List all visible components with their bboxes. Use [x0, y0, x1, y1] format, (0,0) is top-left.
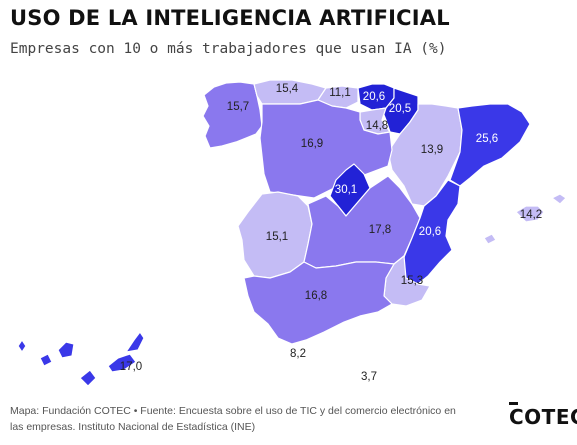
region-baleares-ibiza	[483, 233, 497, 245]
label-navarra: 20,5	[389, 103, 411, 115]
label-castilla-la-mancha: 17,8	[369, 224, 391, 236]
spain-choropleth-map: 15,7 15,4 11,1 20,6 20,5 14,8 13,9 25,6 …	[17, 79, 567, 387]
region-canarias-1	[17, 339, 27, 353]
region-andalucia	[243, 261, 395, 345]
label-andalucia: 16,8	[305, 290, 327, 302]
label-valencia: 20,6	[419, 226, 441, 238]
region-canarias-5	[107, 353, 137, 373]
region-baleares-menorca	[551, 193, 567, 205]
label-asturias: 15,4	[276, 83, 299, 95]
label-extremadura: 15,1	[266, 231, 288, 243]
cotec-logo: COTEC	[509, 405, 577, 429]
label-la-rioja: 14,8	[366, 120, 388, 132]
label-castilla-leon: 16,9	[301, 138, 323, 150]
label-ceuta: 8,2	[290, 348, 306, 360]
region-canarias-4	[79, 369, 97, 387]
label-aragon: 13,9	[421, 144, 443, 156]
region-cataluna	[449, 103, 531, 187]
map-subtitle: Empresas con 10 o más trabajadores que u…	[10, 41, 447, 57]
region-canarias-3	[57, 341, 75, 359]
label-canarias: 17,0	[120, 361, 142, 373]
map-source-note: Mapa: Fundación COTEC • Fuente: Encuesta…	[10, 405, 456, 433]
label-madrid: 30,1	[335, 184, 357, 196]
region-canarias-2	[39, 353, 53, 367]
label-melilla: 3,7	[361, 371, 377, 383]
label-baleares: 14,2	[520, 209, 542, 221]
region-baleares	[515, 205, 545, 223]
map-title: USO DE LA INTELIGENCIA ARTIFICIAL	[10, 6, 450, 30]
label-pais-vasco: 20,6	[363, 91, 385, 103]
cotec-logo-bar	[509, 402, 518, 405]
label-murcia: 15,3	[401, 275, 423, 287]
label-cataluna: 25,6	[476, 133, 498, 145]
region-galicia	[202, 81, 263, 149]
label-galicia: 15,7	[227, 101, 249, 113]
label-cantabria: 11,1	[329, 87, 351, 99]
region-canarias-6	[125, 331, 145, 353]
region-valencia	[401, 179, 461, 285]
